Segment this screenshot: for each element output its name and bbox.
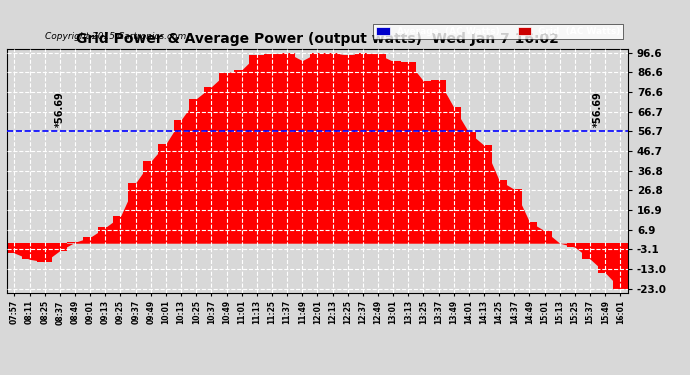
Bar [431,80,446,243]
Bar [491,180,506,243]
Text: Copyright 2015 Cartronics.com: Copyright 2015 Cartronics.com [45,32,186,41]
Bar [598,243,613,273]
Bar [295,61,310,243]
Bar [416,81,431,243]
Bar [159,144,173,243]
Bar [613,243,628,288]
Bar [234,70,249,243]
Bar [582,243,598,259]
Bar [386,62,401,243]
Bar [371,54,386,243]
Bar [279,53,295,243]
Bar [98,227,113,243]
Bar [219,73,234,243]
Bar [249,55,264,243]
Bar [68,242,83,243]
Bar [567,243,582,247]
Bar [144,161,159,243]
Bar [188,99,204,243]
Bar [325,53,340,243]
Bar [37,243,52,262]
Legend: Average  (AC Watts), Grid  (AC Watts): Average (AC Watts), Grid (AC Watts) [373,24,623,39]
Bar [7,243,22,253]
Bar [264,54,279,243]
Bar [83,237,98,243]
Bar [173,120,188,243]
Bar [340,55,355,243]
Bar [476,145,491,243]
Bar [113,216,128,243]
Bar [128,183,144,243]
Bar [522,222,537,243]
Bar [446,107,462,243]
Bar [204,87,219,243]
Bar [506,189,522,243]
Bar [462,132,476,243]
Bar [355,53,371,243]
Bar [310,53,325,243]
Title: Grid Power & Average Power (output watts)  Wed Jan 7 16:02: Grid Power & Average Power (output watts… [76,32,559,46]
Bar [401,62,416,243]
Text: *56.69: *56.69 [593,92,602,128]
Bar [537,231,552,243]
Text: *56.69: *56.69 [55,92,65,128]
Bar [52,243,68,250]
Bar [22,243,37,260]
